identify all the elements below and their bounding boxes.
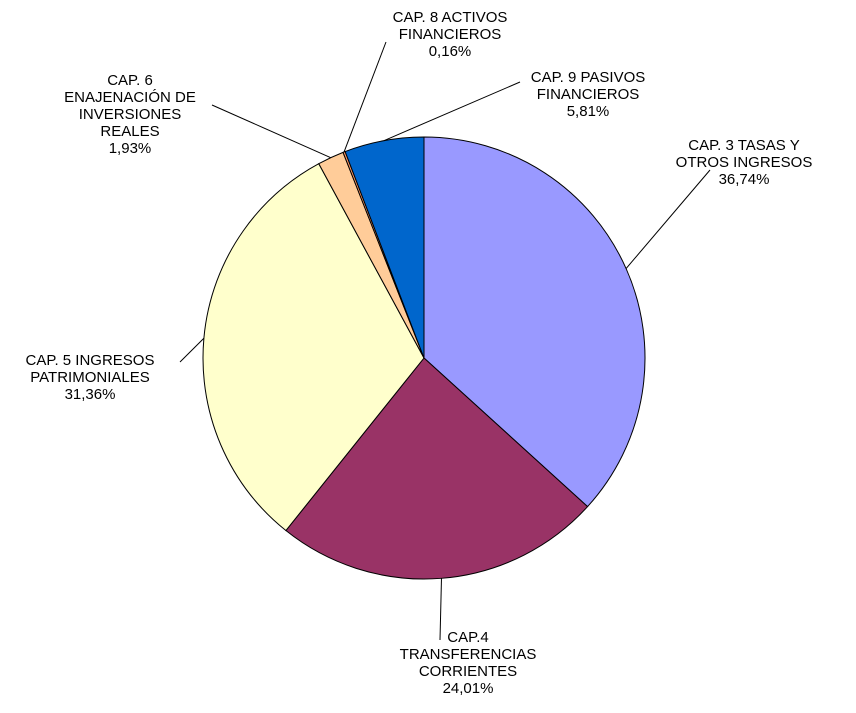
slice-name-line: ENAJENACIÓN DE (64, 89, 196, 106)
slice-name-line: INVERSIONES (79, 106, 182, 123)
slice-percent: 1,93% (109, 140, 152, 157)
slice-percent: 31,36% (65, 386, 116, 403)
pie-slices (202, 136, 646, 580)
leader-line (383, 81, 521, 142)
slice-label: CAP. 8 ACTIVOS FINANCIEROS 0,16% (393, 9, 508, 60)
slice-percent: 24,01% (443, 680, 494, 697)
pie-slice (344, 136, 425, 359)
slice-labels: CAP. 3 TASAS Y OTROS INGRESOS 36,74% CAP.4 T… (26, 9, 813, 697)
leader-line (179, 337, 205, 363)
slice-label: CAP. 9 PASIVOS FINANCIEROS 5,81% (531, 69, 646, 120)
slice-name-line: CAP. 5 INGRESOS (26, 352, 155, 369)
slice-name-line: REALES (100, 123, 159, 140)
slice-percent: 36,74% (719, 171, 770, 188)
leader-line (439, 578, 442, 641)
slice-name-line: CAP. 8 ACTIVOS (393, 9, 508, 26)
leader-line (343, 41, 387, 153)
slice-name-line: CAP.4 (447, 629, 488, 646)
slice-label: CAP.4 TRANSFERENCIAS CORRIENTES 24,01% (400, 629, 537, 697)
slice-label: CAP. 5 INGRESOS PATRIMONIALES 31,36% (26, 352, 155, 403)
slice-name-line: PATRIMONIALES (30, 369, 149, 386)
slice-name-line: CORRIENTES (419, 663, 517, 680)
slice-name-line: CAP. 3 TASAS Y (688, 137, 799, 154)
pie-slice (202, 162, 425, 532)
slice-percent: 5,81% (567, 103, 610, 120)
slice-label: CAP. 3 TASAS Y OTROS INGRESOS 36,74% (676, 137, 813, 188)
slice-percent: 0,16% (429, 43, 472, 60)
leader-line (625, 169, 711, 269)
slice-name-line: FINANCIEROS (537, 86, 640, 103)
pie-slice (285, 357, 589, 580)
leader-line (211, 104, 331, 159)
slice-name-line: CAP. 6 (107, 72, 153, 89)
slice-name-line: TRANSFERENCIAS (400, 646, 537, 663)
slice-name-line: FINANCIEROS (399, 26, 502, 43)
leader-lines (179, 41, 711, 641)
slice-name-line: CAP. 9 PASIVOS (531, 69, 646, 86)
slice-name-line: OTROS INGRESOS (676, 154, 813, 171)
slice-label: CAP. 6 ENAJENACIÓN DE INVERSIONES REALES 1,9… (64, 72, 196, 157)
